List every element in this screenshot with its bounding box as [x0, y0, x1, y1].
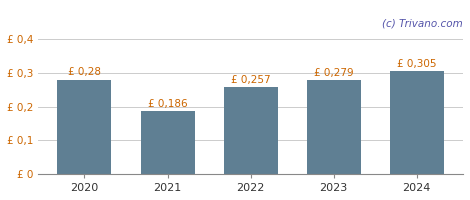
- Text: £ 0,305: £ 0,305: [397, 59, 437, 69]
- Bar: [224, 87, 278, 174]
- Text: (c) Trivano.com: (c) Trivano.com: [382, 18, 463, 28]
- Text: £ 0,28: £ 0,28: [68, 67, 101, 77]
- Bar: [390, 71, 444, 174]
- Text: £ 0,279: £ 0,279: [314, 68, 353, 78]
- Text: £ 0,257: £ 0,257: [231, 75, 270, 85]
- Text: £ 0,186: £ 0,186: [148, 99, 188, 109]
- Bar: [57, 80, 111, 174]
- Bar: [307, 80, 360, 174]
- Bar: [141, 111, 195, 174]
